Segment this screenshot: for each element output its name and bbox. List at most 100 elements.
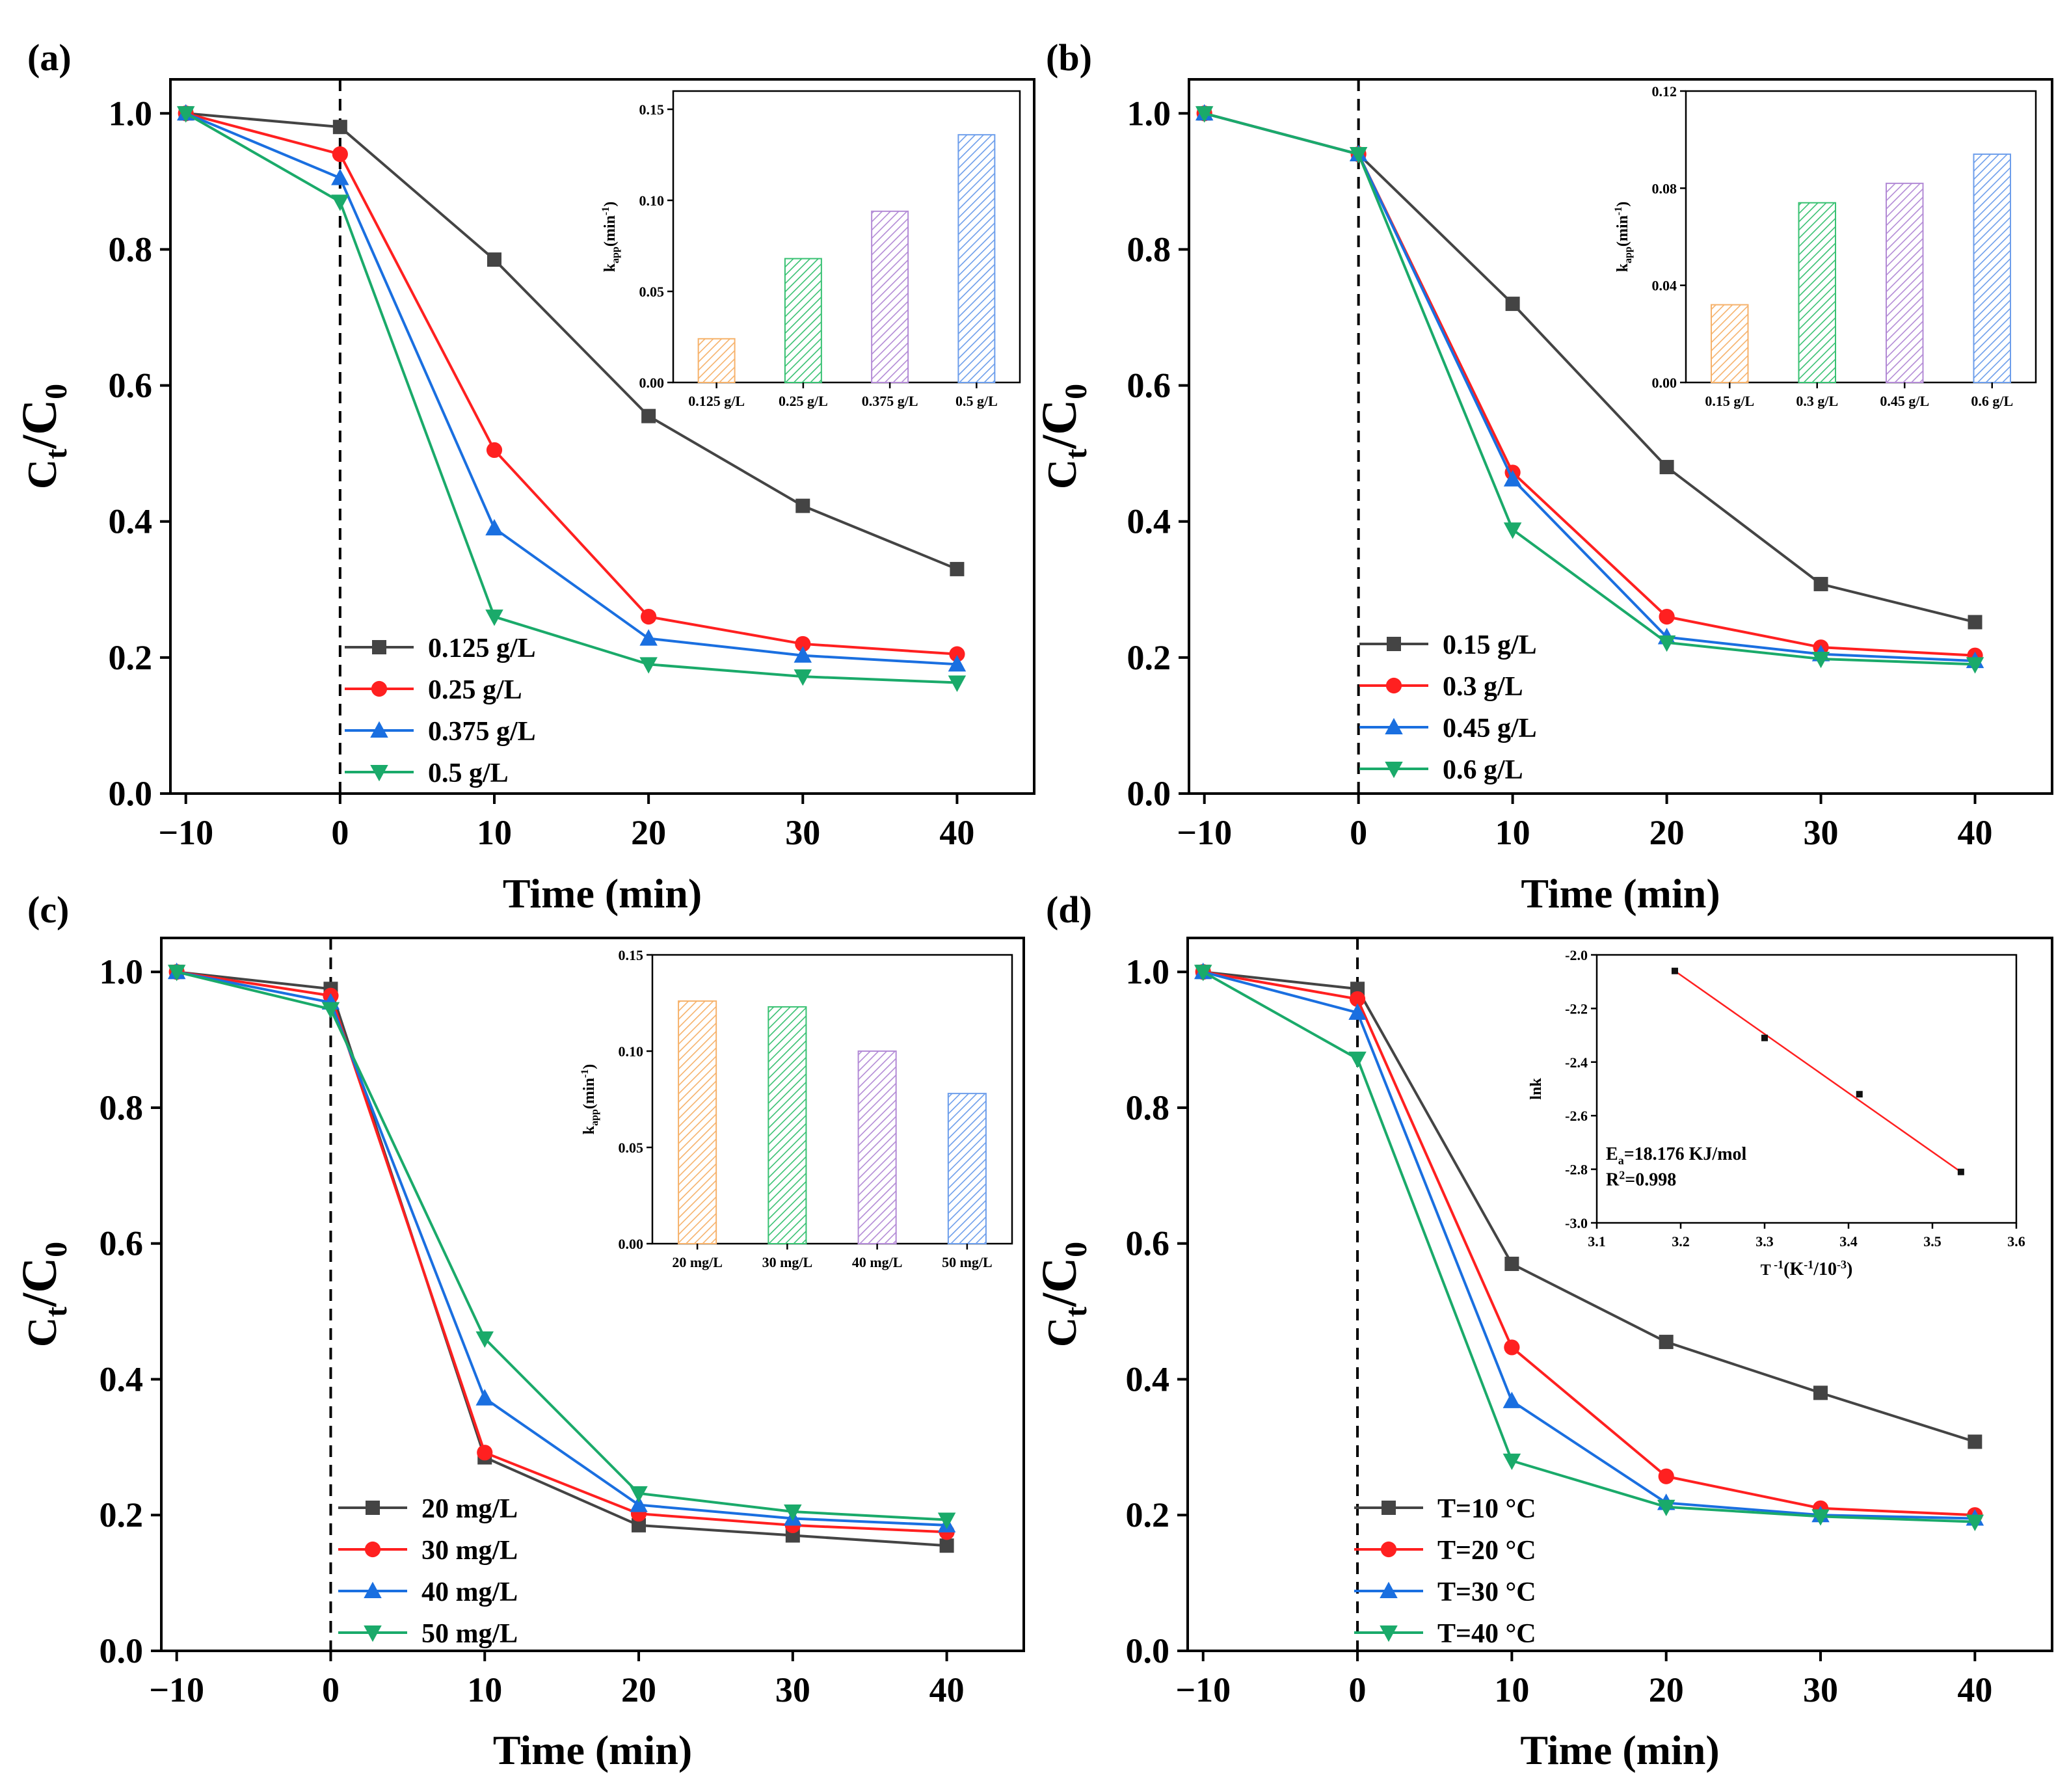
x-tick-label: 10 xyxy=(467,1670,502,1709)
inset-y-tick-label: 0.05 xyxy=(639,284,665,300)
inset-x-tick-label: 0.15 g/L xyxy=(1705,393,1754,409)
data-point xyxy=(950,561,965,576)
inset-y-title-k: k xyxy=(581,1125,598,1134)
inset-x-tick-label: 0.5 g/L xyxy=(955,393,998,409)
y-axis-title: Ct/C0 xyxy=(1032,1242,1093,1347)
legend-item: T=30 °C xyxy=(1354,1577,1536,1607)
x-tick-label: 30 xyxy=(785,813,820,852)
panel-a: (a) 0.0 0.2 0.4 0.6 0.8 1.0 −10 0 10 20 30 40 Time (m… xyxy=(12,36,1035,916)
legend-marker xyxy=(1382,1501,1396,1515)
y-tick-label: 0.8 xyxy=(100,1088,144,1127)
inset-y-tick-label: 0.04 xyxy=(1652,278,1677,294)
inset-x-tick-label: 50 mg/L xyxy=(942,1254,993,1270)
legend-marker xyxy=(371,680,388,697)
inset-y-tick-label: 0.12 xyxy=(1652,83,1677,100)
series-line xyxy=(1203,970,1975,1443)
legend-label: 50 mg/L xyxy=(421,1619,518,1649)
inset-y-title-close: ) xyxy=(1614,202,1631,207)
data-point xyxy=(332,120,347,135)
legend-marker xyxy=(370,765,388,782)
series-line xyxy=(176,970,947,1521)
x-tick-label: 40 xyxy=(929,1670,965,1709)
y-tick-label: 0.2 xyxy=(109,638,153,677)
panel-b: (b) 0.0 0.2 0.4 0.6 0.8 1.0 −10 0 10 20 30 40 Time (m… xyxy=(1032,36,2053,916)
data-point xyxy=(1657,635,1676,652)
series-line xyxy=(1203,970,1975,1520)
data-point xyxy=(949,646,965,662)
y-tick-label: 0.2 xyxy=(1127,638,1171,677)
inset-x-tick-label: 0.6 g/L xyxy=(1971,393,2013,409)
legend-label: T=30 °C xyxy=(1437,1577,1536,1607)
inset-frame xyxy=(1595,954,2018,1224)
y-title-slash-c: /C xyxy=(12,399,67,449)
x-tick-label: 10 xyxy=(1495,813,1530,852)
x-tick-label: 40 xyxy=(1957,1670,1992,1709)
legend-marker xyxy=(1380,1625,1398,1642)
inset-y-title-sub: app xyxy=(589,1109,600,1126)
inset-y-title-sup: -1 xyxy=(1613,207,1624,215)
data-point xyxy=(1966,657,1984,674)
series-line xyxy=(1204,112,1975,666)
legend-label: 0.125 g/L xyxy=(428,634,536,663)
y-tick-label: 0.4 xyxy=(1126,1359,1170,1398)
y-tick-label: 1.0 xyxy=(1126,952,1170,991)
x-tick-label: −10 xyxy=(149,1670,204,1709)
panel-label: (d) xyxy=(1046,889,1092,931)
inset-y-tick-label: 0.15 xyxy=(619,947,644,963)
inset-y-tick-label: 0.00 xyxy=(639,375,665,391)
legend-item: 0.15 g/L xyxy=(1359,630,1537,660)
legend-item: 0.5 g/L xyxy=(345,758,509,788)
legend-item: T=10 °C xyxy=(1354,1494,1536,1524)
y-title-sub-t: t xyxy=(1059,449,1093,459)
inset-data-point xyxy=(1671,967,1678,974)
y-title-c: C xyxy=(19,1317,65,1347)
inset-data-point xyxy=(1856,1091,1863,1098)
y-title-sub-0: 0 xyxy=(1059,384,1093,399)
y-tick-label: 1.0 xyxy=(1127,94,1171,133)
y-title-slash-c: /C xyxy=(1032,1257,1087,1307)
data-point xyxy=(1968,615,1982,630)
inset-y-title-close: ) xyxy=(581,1064,598,1069)
x-tick-label: 0 xyxy=(1350,813,1367,852)
y-tick-label: 0.6 xyxy=(109,366,153,405)
data-point xyxy=(795,498,810,513)
plot-frame xyxy=(160,937,1025,1652)
panel-label: (a) xyxy=(27,36,72,79)
legend-item: 30 mg/L xyxy=(338,1536,518,1566)
plot-frame xyxy=(1188,78,2053,795)
series-3 xyxy=(1195,106,1984,674)
data-point xyxy=(1349,147,1368,164)
data-point xyxy=(332,146,348,163)
legend-item: 40 mg/L xyxy=(338,1577,518,1607)
y-axis-title: Ct/C0 xyxy=(1032,384,1093,489)
inset-x-title-t: T xyxy=(1761,1262,1771,1279)
inset-y-title-k: k xyxy=(1614,263,1631,272)
data-point xyxy=(176,106,195,123)
data-point xyxy=(1503,522,1522,539)
legend-marker xyxy=(372,640,386,654)
inset-bar xyxy=(784,258,822,383)
inset-y-title-sup: -1 xyxy=(580,1069,591,1078)
legend-label: 0.3 g/L xyxy=(1443,672,1523,702)
inset-x-title-close: ) xyxy=(1847,1259,1852,1279)
data-point xyxy=(639,657,658,674)
y-tick-label: 0.0 xyxy=(1126,1631,1170,1670)
inset-x-tick-label: 3.3 xyxy=(1755,1233,1774,1250)
legend-marker xyxy=(366,1501,380,1515)
data-point xyxy=(1504,1257,1519,1272)
inset-y-title-close: ) xyxy=(602,202,619,207)
series-3 xyxy=(1194,965,1984,1531)
legend-marker xyxy=(364,1625,382,1642)
y-tick-label: 0.6 xyxy=(1126,1224,1170,1263)
series-line xyxy=(176,970,947,1527)
y-tick-label: 0.0 xyxy=(109,774,153,813)
y-title-sub-0: 0 xyxy=(39,384,73,399)
legend-label: T=40 °C xyxy=(1437,1619,1536,1649)
y-tick-label: 0.4 xyxy=(109,502,153,541)
y-tick-label: 0.6 xyxy=(1127,366,1171,405)
x-tick-label: 0 xyxy=(322,1670,340,1709)
inset-x-tick-label: 0.25 g/L xyxy=(779,393,828,409)
y-tick-label: 0.8 xyxy=(1127,230,1171,269)
data-point xyxy=(937,1512,956,1529)
